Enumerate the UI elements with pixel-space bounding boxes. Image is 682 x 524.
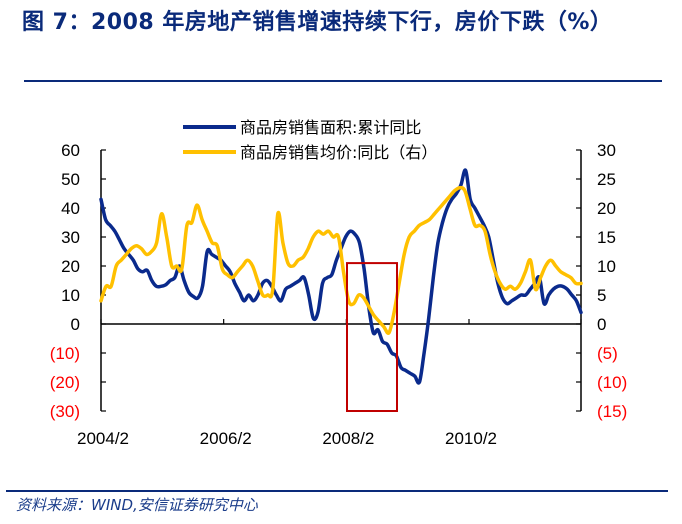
right-axis-tick-label: 0: [597, 315, 606, 334]
right-axis-tick-label: 10: [597, 257, 616, 276]
figure-title: 图 7：2008 年房地产销售增速持续下行，房价下跌（%）: [22, 10, 613, 35]
right-axis-tick-label: (5): [597, 344, 618, 363]
left-axis-tick-label: 10: [61, 286, 80, 305]
left-axis-tick-label: (30): [50, 402, 80, 421]
left-axis-tick-label: 0: [71, 315, 80, 334]
right-axis-tick-label: 25: [597, 170, 616, 189]
right-axis-tick-label: (10): [597, 373, 627, 392]
right-axis-tick-label: (15): [597, 402, 627, 421]
legend: 商品房销售面积:累计同比 商品房销售均价:同比（右）: [183, 118, 437, 162]
axes: [100, 149, 582, 412]
left-axis-labels: 60 50 40 30 20 10 0 (10) (20) (30): [50, 141, 80, 421]
source-divider: [6, 490, 668, 492]
x-axis-tick-label: 2004/2: [77, 429, 129, 448]
x-axis-tick-label: 2010/2: [445, 429, 497, 448]
left-axis-tick-label: 50: [61, 170, 80, 189]
legend-label-area: 商品房销售面积:累计同比: [240, 118, 421, 137]
series-line-avg-price: [99, 185, 583, 335]
left-axis-tick-label: (20): [50, 373, 80, 392]
right-axis-labels: 30 25 20 15 10 5 0 (5) (10) (15): [597, 141, 627, 421]
highlight-box: [346, 262, 398, 412]
source-note: 资料来源：WIND,安信证券研究中心: [16, 496, 258, 514]
title-divider: [24, 80, 662, 82]
left-axis-tick-label: 20: [61, 257, 80, 276]
left-axis-tick-label: (10): [50, 344, 80, 363]
right-axis-tick-label: 15: [597, 228, 616, 247]
x-axis-labels: 2004/2 2006/2 2008/2 2010/2: [77, 429, 497, 448]
right-axis-tick-label: 30: [597, 141, 616, 160]
x-axis-tick-label: 2008/2: [322, 429, 374, 448]
left-axis-tick-label: 30: [61, 228, 80, 247]
left-axis-tick-label: 60: [61, 141, 80, 160]
left-axis-tick-label: 40: [61, 199, 80, 218]
right-axis-tick-label: 20: [597, 199, 616, 218]
right-axis-tick-label: 5: [597, 286, 606, 305]
x-axis-tick-label: 2006/2: [200, 429, 252, 448]
series-line-sales-area: [99, 168, 583, 385]
series-layer: [99, 168, 583, 385]
legend-label-price: 商品房销售均价:同比（右）: [240, 143, 437, 162]
